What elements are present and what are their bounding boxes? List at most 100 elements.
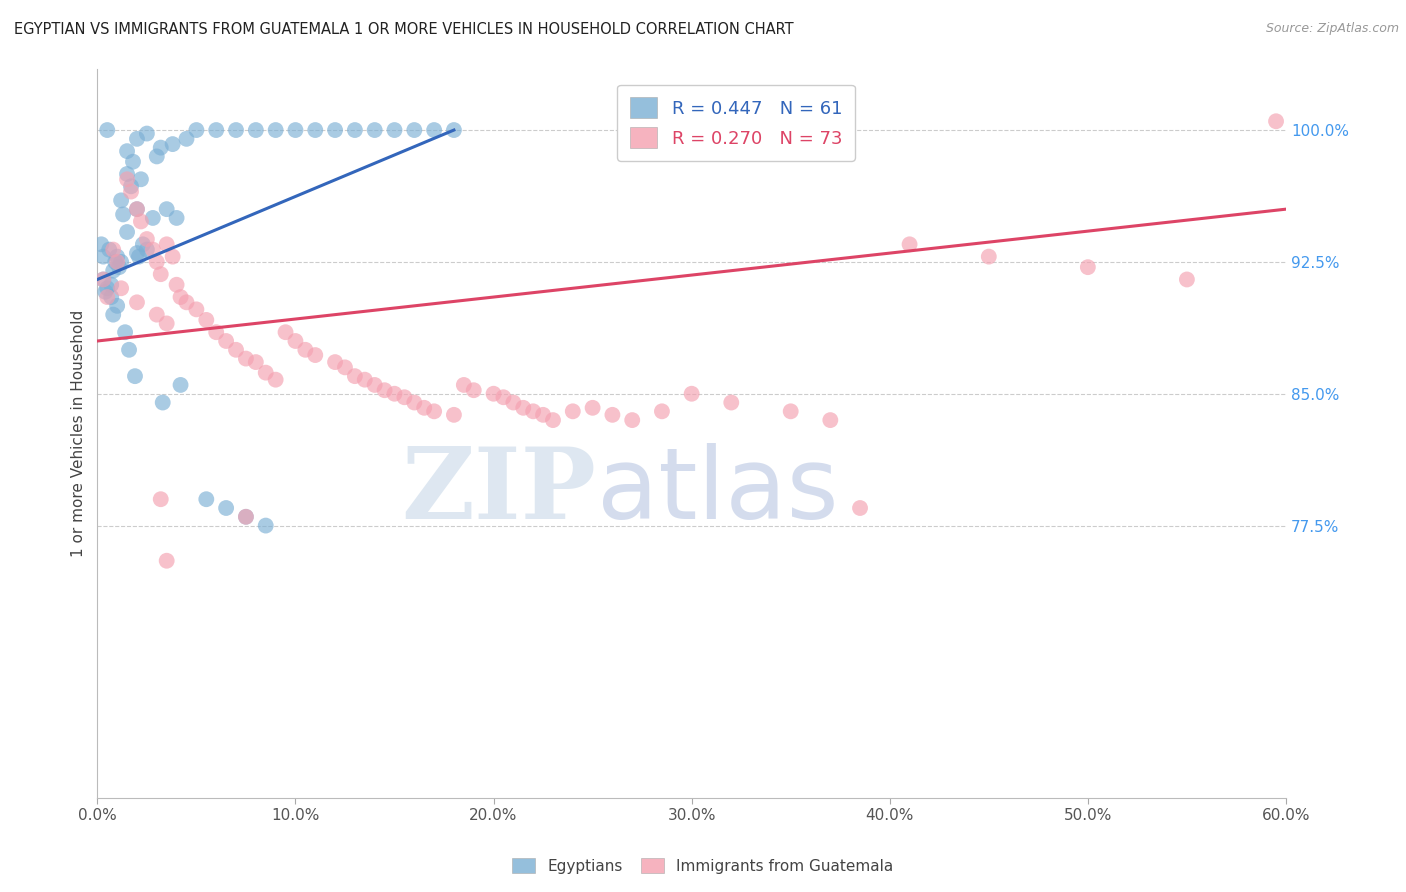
Point	[602, 408, 624, 422]
Point	[343, 369, 366, 384]
Point	[120, 179, 142, 194]
Point	[215, 334, 238, 348]
Point	[100, 290, 122, 304]
Point	[215, 501, 238, 516]
Point	[512, 401, 534, 415]
Point	[129, 214, 152, 228]
Point	[91, 272, 114, 286]
Point	[561, 404, 583, 418]
Text: atlas: atlas	[596, 443, 838, 541]
Point	[122, 154, 145, 169]
Point	[1175, 272, 1198, 286]
Point	[977, 250, 1000, 264]
Text: EGYPTIAN VS IMMIGRANTS FROM GUATEMALA 1 OR MORE VEHICLES IN HOUSEHOLD CORRELATIO: EGYPTIAN VS IMMIGRANTS FROM GUATEMALA 1 …	[14, 22, 793, 37]
Text: Source: ZipAtlas.com: Source: ZipAtlas.com	[1265, 22, 1399, 36]
Point	[103, 308, 125, 322]
Point	[110, 281, 132, 295]
Point	[522, 404, 544, 418]
Point	[96, 281, 118, 295]
Point	[323, 355, 346, 369]
Point	[135, 243, 157, 257]
Point	[323, 123, 346, 137]
Point	[120, 185, 142, 199]
Point	[195, 492, 218, 507]
Point	[621, 413, 644, 427]
Point	[264, 123, 287, 137]
Point	[225, 123, 247, 137]
Point	[581, 401, 603, 415]
Point	[443, 123, 465, 137]
Point	[156, 554, 179, 568]
Point	[1265, 114, 1288, 128]
Point	[1077, 260, 1099, 275]
Point	[135, 127, 157, 141]
Point	[898, 237, 921, 252]
Point	[125, 295, 148, 310]
Point	[156, 317, 179, 331]
Point	[125, 202, 148, 216]
Point	[245, 355, 267, 369]
Point	[820, 413, 842, 427]
Point	[124, 369, 146, 384]
Point	[304, 348, 326, 362]
Point	[779, 404, 801, 418]
Point	[235, 351, 257, 366]
Point	[132, 237, 155, 252]
Point	[94, 285, 117, 299]
Point	[404, 123, 426, 137]
Point	[115, 225, 138, 239]
Point	[169, 290, 191, 304]
Point	[482, 386, 505, 401]
Point	[394, 390, 416, 404]
Point	[105, 299, 128, 313]
Point	[453, 378, 475, 392]
Point	[105, 250, 128, 264]
Point	[162, 250, 184, 264]
Point	[115, 172, 138, 186]
Point	[353, 373, 375, 387]
Point	[186, 123, 208, 137]
Point	[152, 395, 174, 409]
Point	[115, 144, 138, 158]
Point	[492, 390, 515, 404]
Point	[96, 290, 118, 304]
Point	[363, 378, 385, 392]
Point	[142, 211, 165, 225]
Point	[205, 123, 228, 137]
Point	[118, 343, 141, 357]
Point	[284, 123, 307, 137]
Point	[125, 132, 148, 146]
Point	[96, 123, 118, 137]
Point	[254, 366, 277, 380]
Point	[128, 250, 150, 264]
Point	[225, 343, 247, 357]
Point	[103, 263, 125, 277]
Point	[125, 202, 148, 216]
Point	[374, 383, 396, 397]
Text: ZIP: ZIP	[402, 443, 596, 541]
Point	[129, 172, 152, 186]
Point	[135, 232, 157, 246]
Point	[176, 295, 198, 310]
Point	[110, 255, 132, 269]
Point	[274, 325, 297, 339]
Point	[235, 509, 257, 524]
Point	[235, 509, 257, 524]
Point	[304, 123, 326, 137]
Point	[254, 518, 277, 533]
Point	[103, 243, 125, 257]
Point	[423, 404, 446, 418]
Point	[423, 123, 446, 137]
Point	[651, 404, 673, 418]
Point	[681, 386, 703, 401]
Point	[205, 325, 228, 339]
Point	[166, 211, 188, 225]
Point	[264, 373, 287, 387]
Point	[114, 325, 136, 339]
Point	[90, 237, 112, 252]
Point	[149, 141, 172, 155]
Point	[156, 202, 179, 216]
Point	[100, 277, 122, 292]
Point	[195, 313, 218, 327]
Point	[186, 302, 208, 317]
